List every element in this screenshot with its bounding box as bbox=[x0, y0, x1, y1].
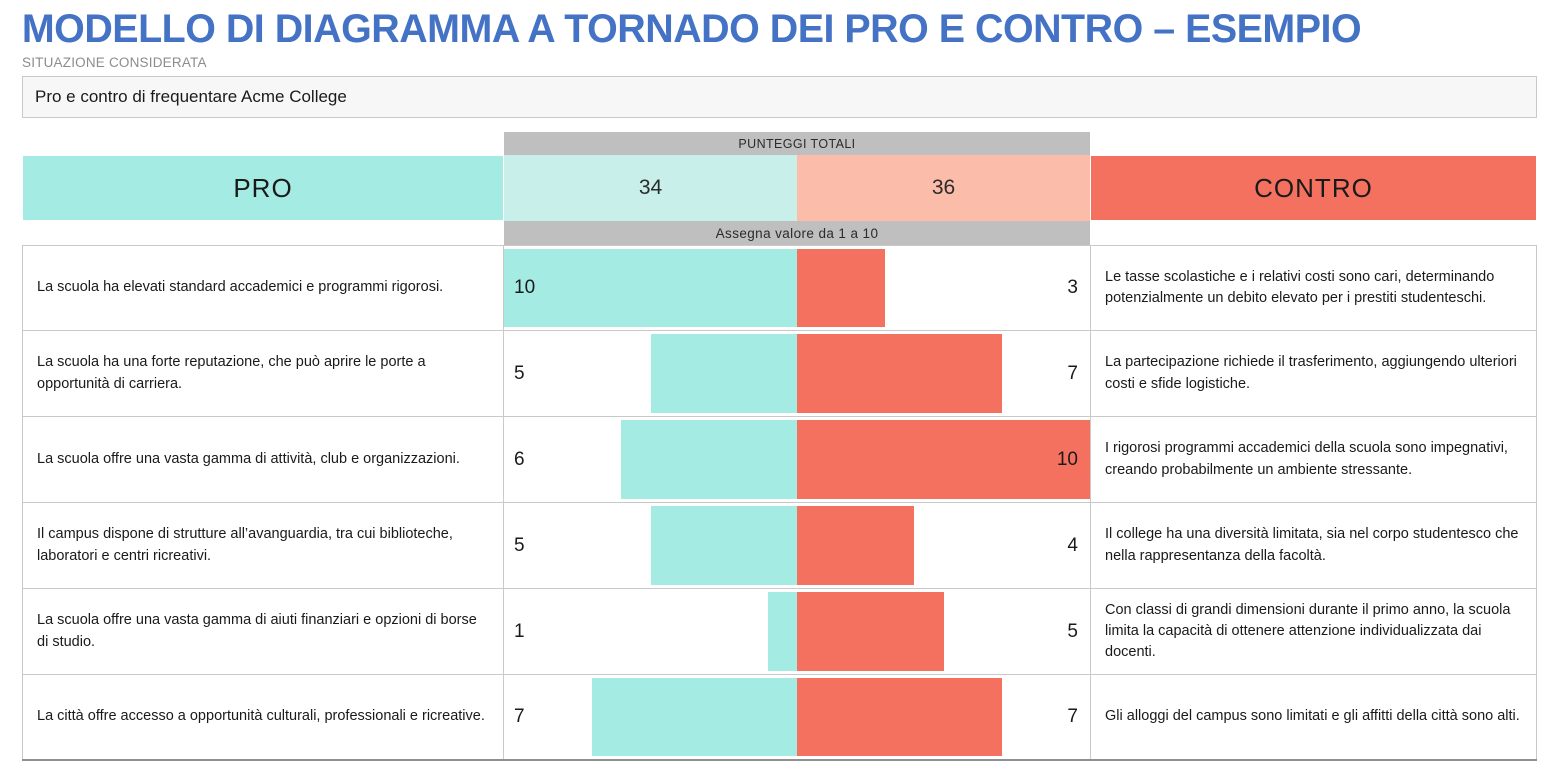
contro-statement[interactable]: I rigorosi programmi accademici della sc… bbox=[1090, 417, 1537, 502]
contro-statement-text: I rigorosi programmi accademici della sc… bbox=[1105, 440, 1508, 478]
scale-band-row: Assegna valore da 1 a 10 bbox=[22, 221, 1537, 245]
totals-band-row: PUNTEGGI TOTALI bbox=[22, 132, 1537, 155]
scale-band-label: Assegna valore da 1 a 10 bbox=[504, 221, 1090, 245]
contro-bar-cell[interactable]: 5 bbox=[797, 589, 1090, 674]
table-row: La città offre accesso a opportunità cul… bbox=[22, 675, 1537, 761]
table-row: Il campus dispone di strutture all’avang… bbox=[22, 503, 1537, 589]
pro-value[interactable]: 5 bbox=[514, 362, 525, 384]
pro-bar bbox=[767, 592, 797, 671]
contro-bar bbox=[797, 592, 944, 671]
contro-value[interactable]: 5 bbox=[1067, 620, 1078, 642]
contro-bar-cell[interactable]: 3 bbox=[797, 246, 1090, 330]
pro-statement-text: La scuola ha una forte reputazione, che … bbox=[37, 354, 426, 392]
page-title: MODELLO DI DIAGRAMMA A TORNADO DEI PRO E… bbox=[21, 7, 1362, 51]
pro-bar-cell[interactable]: 1 bbox=[504, 589, 797, 674]
pro-value[interactable]: 7 bbox=[514, 706, 525, 727]
pro-total-value: 34 bbox=[504, 155, 797, 221]
scale-spacer-left bbox=[22, 221, 504, 245]
contro-value[interactable]: 7 bbox=[1067, 706, 1078, 727]
contro-bar-cell[interactable]: 7 bbox=[797, 331, 1090, 416]
table-row: La scuola offre una vasta gamma di aiuti… bbox=[22, 589, 1537, 675]
pro-header: PRO bbox=[22, 155, 504, 221]
tornado-matrix: PUNTEGGI TOTALI PRO 34 36 CONTRO Assegna… bbox=[22, 132, 1537, 761]
pro-statement-text: Il campus dispone di strutture all’avang… bbox=[37, 526, 453, 564]
contro-statement-text: La partecipazione richiede il trasferime… bbox=[1105, 354, 1517, 392]
tornado-rows: La scuola ha elevati standard accademici… bbox=[22, 245, 1537, 761]
contro-statement[interactable]: Il college ha una diversità limitata, si… bbox=[1090, 503, 1537, 588]
contro-total-value: 36 bbox=[797, 155, 1090, 221]
contro-statement[interactable]: Con classi di grandi dimensioni durante … bbox=[1090, 589, 1537, 674]
contro-statement[interactable]: Le tasse scolastiche e i relativi costi … bbox=[1090, 246, 1537, 330]
contro-statement-text: Con classi di grandi dimensioni durante … bbox=[1105, 601, 1511, 660]
pro-statement-text: La scuola offre una vasta gamma di aiuti… bbox=[37, 612, 477, 650]
pro-value[interactable]: 1 bbox=[514, 620, 525, 642]
contro-bar bbox=[797, 334, 1003, 413]
table-row: La scuola ha una forte reputazione, che … bbox=[22, 331, 1537, 417]
pro-value[interactable]: 6 bbox=[514, 448, 525, 470]
contro-statement-text: Il college ha una diversità limitata, si… bbox=[1105, 526, 1519, 564]
pro-statement-text: La scuola ha elevati standard accademici… bbox=[37, 279, 444, 296]
contro-bar-cell[interactable]: 7 bbox=[797, 675, 1090, 759]
contro-value[interactable]: 3 bbox=[1067, 277, 1078, 298]
band-spacer-right bbox=[1090, 132, 1537, 155]
matrix-header-row: PRO 34 36 CONTRO bbox=[22, 155, 1537, 221]
pro-statement[interactable]: La città offre accesso a opportunità cul… bbox=[22, 675, 504, 759]
contro-statement-text: Le tasse scolastiche e i relativi costi … bbox=[1105, 268, 1495, 306]
page-subtitle: SITUAZIONE CONSIDERATA bbox=[22, 55, 207, 70]
contro-bar bbox=[797, 420, 1090, 499]
contro-bar-cell[interactable]: 4 bbox=[797, 503, 1090, 588]
pro-statement-text: La città offre accesso a opportunità cul… bbox=[37, 708, 485, 725]
pro-bar bbox=[650, 506, 797, 585]
contro-statement[interactable]: Gli alloggi del campus sono limitati e g… bbox=[1090, 675, 1537, 759]
pro-statement-text: La scuola offre una vasta gamma di attiv… bbox=[37, 450, 460, 467]
contro-bar-cell[interactable]: 10 bbox=[797, 417, 1090, 502]
contro-value[interactable]: 7 bbox=[1067, 362, 1078, 384]
contro-bar bbox=[797, 249, 885, 327]
contro-statement[interactable]: La partecipazione richiede il trasferime… bbox=[1090, 331, 1537, 416]
pro-statement[interactable]: La scuola offre una vasta gamma di aiuti… bbox=[22, 589, 504, 674]
pro-statement[interactable]: La scuola offre una vasta gamma di attiv… bbox=[22, 417, 504, 502]
pro-value[interactable]: 5 bbox=[514, 534, 525, 556]
contro-header: CONTRO bbox=[1090, 155, 1537, 221]
pro-statement[interactable]: La scuola ha elevati standard accademici… bbox=[22, 246, 504, 330]
pro-bar-cell[interactable]: 7 bbox=[504, 675, 797, 759]
scale-spacer-right bbox=[1090, 221, 1537, 245]
contro-value[interactable]: 4 bbox=[1067, 534, 1078, 556]
situation-input[interactable]: Pro e contro di frequentare Acme College bbox=[22, 76, 1537, 118]
contro-bar bbox=[797, 678, 1003, 756]
contro-bar bbox=[797, 506, 915, 585]
pro-bar-cell[interactable]: 5 bbox=[504, 503, 797, 588]
situation-text: Pro e contro di frequentare Acme College bbox=[35, 87, 347, 106]
pro-statement[interactable]: La scuola ha una forte reputazione, che … bbox=[22, 331, 504, 416]
band-spacer-left bbox=[22, 132, 504, 155]
pro-bar bbox=[504, 249, 797, 327]
pro-bar-cell[interactable]: 6 bbox=[504, 417, 797, 502]
pro-bar bbox=[621, 420, 797, 499]
contro-statement-text: Gli alloggi del campus sono limitati e g… bbox=[1105, 708, 1520, 725]
totals-band-label: PUNTEGGI TOTALI bbox=[504, 132, 1090, 155]
contro-value[interactable]: 10 bbox=[1056, 448, 1078, 470]
pro-value[interactable]: 10 bbox=[514, 277, 536, 298]
pro-bar-cell[interactable]: 5 bbox=[504, 331, 797, 416]
pro-statement[interactable]: Il campus dispone di strutture all’avang… bbox=[22, 503, 504, 588]
table-row: La scuola ha elevati standard accademici… bbox=[22, 245, 1537, 331]
pro-bar-cell[interactable]: 10 bbox=[504, 246, 797, 330]
table-row: La scuola offre una vasta gamma di attiv… bbox=[22, 417, 1537, 503]
pro-bar bbox=[650, 334, 797, 413]
pro-bar bbox=[591, 678, 797, 756]
